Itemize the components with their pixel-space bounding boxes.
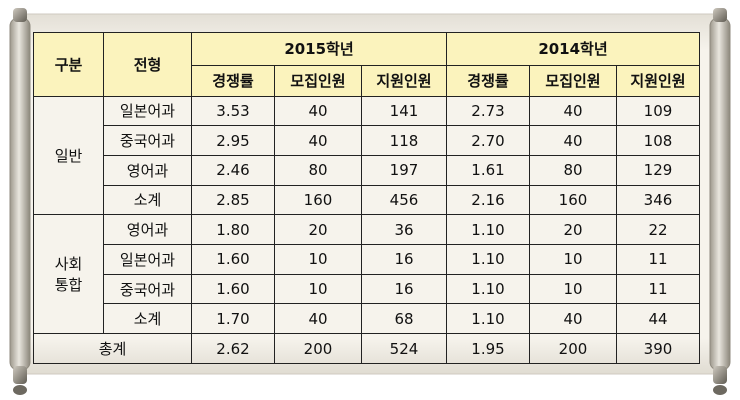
applicants-2014: 44 [616,303,700,335]
header-2015-ratio: 경쟁률 [191,64,275,97]
quota-2015: 200 [274,333,362,364]
ratio-2014: 2.16 [446,184,530,216]
table-row-total: 총계 2.62 200 524 1.95 200 390 [33,333,700,364]
ratio-2014: 2.70 [446,125,530,156]
applicants-2015: 68 [361,303,447,335]
applicants-2014: 22 [616,214,700,246]
quota-2014: 40 [529,125,617,156]
group-label-social: 사회 통합 [33,214,104,335]
table-row: 중국어과 2.95 40 118 2.70 40 108 [34,125,700,156]
ratio-2014: 1.95 [446,333,530,364]
applicants-2014: 11 [616,244,700,275]
header-group: 구분 [33,32,104,97]
ratio-2015: 1.80 [191,214,275,246]
applicants-2014: 346 [616,184,700,216]
quota-2015: 40 [274,303,362,335]
quota-2015: 20 [274,214,362,246]
applicants-2015: 197 [361,154,447,186]
row-type: 소계 [103,184,192,216]
quota-2015: 80 [274,154,362,186]
applicants-2015: 36 [361,214,447,246]
ratio-2015: 3.53 [191,95,275,127]
admission-stats-table: 구분 전형 2015학년 2014학년 경쟁률 모집인원 지원인원 경쟁률 모집… [33,32,700,364]
table-row: 중국어과 1.60 10 16 1.10 10 11 [34,273,700,305]
ratio-2014: 1.10 [446,273,530,305]
header-2014-ratio: 경쟁률 [446,64,530,97]
header-2014-applicants: 지원인원 [616,64,700,97]
ratio-2014: 2.73 [446,95,530,127]
ratio-2014: 1.10 [446,244,530,275]
quota-2015: 10 [274,273,362,305]
applicants-2014: 129 [616,154,700,186]
ratio-2015: 2.62 [191,333,275,364]
group-label-general: 일반 [33,95,104,216]
header-row-columns: 경쟁률 모집인원 지원인원 경쟁률 모집인원 지원인원 [34,64,700,97]
group-label-line1: 사회 [54,255,83,274]
ratio-2015: 1.70 [191,303,275,335]
quota-2015: 160 [274,184,362,216]
quota-2014: 40 [529,95,617,127]
row-type: 영어과 [103,214,192,246]
header-type: 전형 [103,32,192,97]
ratio-2015: 2.85 [191,184,275,216]
quota-2014: 80 [529,154,617,186]
total-label: 총계 [33,333,192,364]
applicants-2014: 11 [616,273,700,305]
group-label-line2: 통합 [54,276,83,295]
row-type: 일본어과 [103,244,192,275]
header-2014-quota: 모집인원 [529,64,617,97]
applicants-2015: 456 [361,184,447,216]
header-year-2015: 2015학년 [191,32,447,66]
table-row-subtotal: 소계 2.85 160 456 2.16 160 346 [34,184,700,216]
quota-2014: 20 [529,214,617,246]
row-type: 영어과 [103,154,192,186]
row-type: 중국어과 [103,273,192,305]
applicants-2014: 390 [616,333,700,364]
table-row-subtotal: 소계 1.70 40 68 1.10 40 44 [34,303,700,335]
applicants-2014: 108 [616,125,700,156]
ratio-2014: 1.61 [446,154,530,186]
table-row: 일반 일본어과 3.53 40 141 2.73 40 109 [33,95,700,216]
ratio-2015: 2.46 [191,154,275,186]
table-row: 사회 통합 영어과 1.80 20 36 1.10 20 22 [33,214,700,335]
row-type: 소계 [103,303,192,335]
quota-2015: 40 [274,95,362,127]
applicants-2014: 109 [616,95,700,127]
ratio-2015: 1.60 [191,244,275,275]
applicants-2015: 118 [361,125,447,156]
header-row-years: 구분 전형 2015학년 2014학년 [33,32,700,97]
ratio-2015: 2.95 [191,125,275,156]
table-row: 영어과 2.46 80 197 1.61 80 129 [34,154,700,186]
header-year-2014: 2014학년 [446,32,700,66]
quota-2015: 10 [274,244,362,275]
row-type: 중국어과 [103,125,192,156]
ratio-2014: 1.10 [446,214,530,246]
quota-2014: 10 [529,244,617,275]
ratio-2014: 1.10 [446,303,530,335]
row-type: 일본어과 [103,95,192,127]
quota-2014: 40 [529,303,617,335]
table-row: 일본어과 1.60 10 16 1.10 10 11 [34,244,700,275]
ratio-2015: 1.60 [191,273,275,305]
header-2015-quota: 모집인원 [274,64,362,97]
quota-2014: 160 [529,184,617,216]
admission-table-container: 구분 전형 2015학년 2014학년 경쟁률 모집인원 지원인원 경쟁률 모집… [33,32,700,364]
quota-2014: 10 [529,273,617,305]
applicants-2015: 16 [361,273,447,305]
header-2015-applicants: 지원인원 [361,64,447,97]
quota-2014: 200 [529,333,617,364]
applicants-2015: 524 [361,333,447,364]
applicants-2015: 16 [361,244,447,275]
applicants-2015: 141 [361,95,447,127]
quota-2015: 40 [274,125,362,156]
